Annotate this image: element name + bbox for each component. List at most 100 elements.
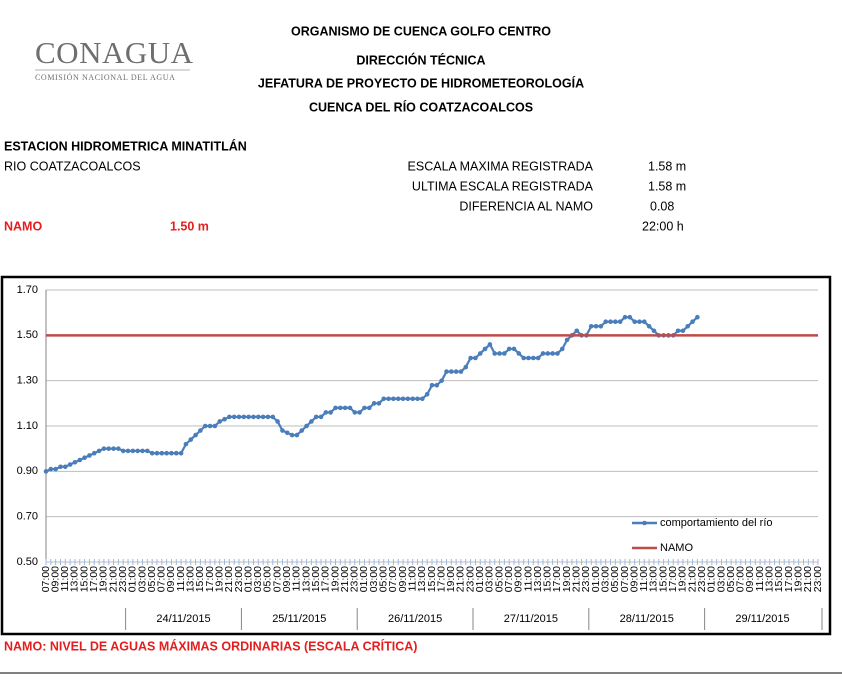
x-tick-label: 23:00 bbox=[117, 566, 129, 592]
river-point bbox=[318, 414, 324, 420]
river-point bbox=[323, 410, 329, 415]
x-tick-label: 23:00 bbox=[349, 566, 361, 592]
x-tick-label: 17:00 bbox=[435, 566, 447, 592]
x-tick-label: 21:00 bbox=[455, 566, 467, 592]
river-point bbox=[87, 453, 92, 458]
river-point bbox=[564, 337, 570, 343]
y-tick-label: 1.10 bbox=[17, 420, 38, 432]
header-line: ORGANISMO DE CUENCA GOLFO CENTRO bbox=[291, 24, 551, 38]
river-point bbox=[642, 319, 647, 325]
x-tick-label: 21:00 bbox=[107, 566, 119, 592]
river-point bbox=[482, 346, 488, 352]
x-tick-label: 09:00 bbox=[165, 566, 177, 592]
x-tick-label: 19:00 bbox=[98, 566, 110, 592]
river-point bbox=[178, 450, 184, 456]
river-point bbox=[680, 328, 686, 334]
river-point bbox=[531, 355, 536, 361]
y-tick-label: 0.90 bbox=[17, 465, 38, 477]
x-tick-label: 23:00 bbox=[580, 566, 592, 592]
chart-frame bbox=[0, 275, 832, 636]
river-point bbox=[255, 414, 261, 420]
x-tick-label: 09:00 bbox=[397, 566, 409, 592]
river-point bbox=[140, 448, 145, 454]
river-point bbox=[96, 448, 102, 454]
x-tick-label: 17:00 bbox=[551, 566, 563, 592]
x-tick-label: 07:00 bbox=[735, 566, 747, 592]
namo-label: NAMO bbox=[4, 219, 42, 233]
last-label: ULTIMA ESCALA REGISTRADA bbox=[412, 179, 594, 193]
river-point bbox=[593, 323, 599, 329]
river-point bbox=[535, 355, 541, 361]
x-tick-label: 05:00 bbox=[378, 566, 390, 592]
header-line: JEFATURA DE PROYECTO DE HIDROMETEOROLOGÍ… bbox=[258, 75, 584, 90]
river-point bbox=[545, 351, 551, 356]
x-tick-label: 13:00 bbox=[648, 566, 660, 592]
x-tick-label: 13:00 bbox=[532, 566, 544, 592]
river-point bbox=[217, 419, 222, 424]
river-point bbox=[526, 355, 531, 361]
x-tick-label: 03:00 bbox=[252, 566, 264, 592]
x-tick-label: 11:00 bbox=[175, 566, 187, 592]
river-point bbox=[58, 464, 63, 470]
river-point bbox=[120, 448, 126, 454]
x-tick-label: 13:00 bbox=[69, 566, 81, 592]
river-point bbox=[338, 405, 343, 411]
y-tick-label: 1.50 bbox=[17, 329, 38, 341]
river-point bbox=[473, 355, 478, 361]
river-point bbox=[164, 450, 169, 456]
x-tick-label: 11:00 bbox=[522, 566, 534, 592]
x-tick-label: 01:00 bbox=[242, 566, 254, 592]
river-point bbox=[241, 414, 247, 420]
river-point bbox=[135, 448, 140, 454]
river-point bbox=[574, 328, 580, 334]
x-tick-label: 17:00 bbox=[783, 566, 795, 592]
y-tick-label: 0.70 bbox=[17, 511, 38, 523]
river-point bbox=[439, 378, 444, 383]
date-label: 29/11/2015 bbox=[735, 613, 789, 625]
last-value: 1.58 m bbox=[648, 179, 686, 193]
river-point bbox=[502, 351, 507, 356]
date-label: 28/11/2015 bbox=[620, 613, 674, 625]
river-point bbox=[559, 346, 565, 352]
river-point bbox=[48, 466, 54, 472]
river-point bbox=[371, 401, 377, 406]
river-point bbox=[477, 351, 483, 356]
river-point bbox=[67, 462, 73, 467]
river-point bbox=[468, 355, 473, 361]
x-tick-label: 07:00 bbox=[503, 566, 515, 592]
river-point bbox=[251, 414, 256, 420]
header-line: CUENCA DEL RÍO COATZACOALCOS bbox=[309, 99, 533, 114]
river-point bbox=[521, 355, 526, 361]
x-tick-label: 11:00 bbox=[406, 566, 418, 592]
header-line: DIRECCIÓN TÉCNICA bbox=[356, 52, 485, 67]
x-tick-label: 03:00 bbox=[136, 566, 148, 592]
namo-value: 1.50 m bbox=[170, 219, 209, 233]
river-point bbox=[405, 396, 411, 402]
river-point bbox=[116, 446, 121, 451]
legend-marker bbox=[642, 520, 647, 526]
river-point bbox=[77, 457, 83, 463]
river-point bbox=[91, 450, 97, 456]
x-tick-label: 09:00 bbox=[744, 566, 756, 592]
river-point bbox=[497, 351, 502, 356]
y-tick-label: 0.50 bbox=[17, 556, 38, 568]
time: 22:00 h bbox=[642, 219, 684, 233]
x-tick-label: 03:00 bbox=[368, 566, 380, 592]
x-tick-label: 19:00 bbox=[561, 566, 573, 592]
river-point bbox=[695, 314, 700, 320]
max-value: 1.58 m bbox=[648, 159, 686, 173]
x-tick-label: 19:00 bbox=[677, 566, 689, 592]
river-point bbox=[366, 405, 372, 411]
river-point bbox=[125, 448, 131, 454]
river-point bbox=[222, 416, 227, 422]
x-tick-label: 23:00 bbox=[812, 566, 824, 592]
river-point bbox=[632, 319, 637, 325]
x-tick-label: 21:00 bbox=[223, 566, 235, 592]
river-point bbox=[347, 405, 353, 411]
x-tick-label: 01:00 bbox=[590, 566, 602, 592]
x-tick-label: 07:00 bbox=[271, 566, 283, 592]
x-tick-label: 15:00 bbox=[78, 566, 90, 592]
diff-value: 0.08 bbox=[650, 199, 674, 213]
x-tick-label: 17:00 bbox=[667, 566, 679, 592]
